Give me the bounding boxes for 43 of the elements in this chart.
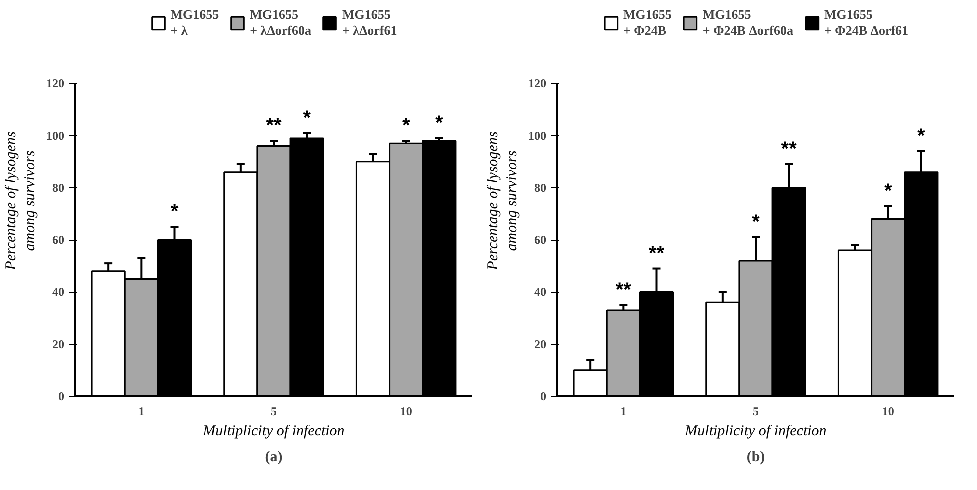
- data-label: **: [266, 115, 282, 138]
- data-label: *: [918, 126, 926, 148]
- y-tick-label: 120: [46, 76, 64, 91]
- y-axis-title: Percentage of lysogens among survivors: [485, 132, 520, 272]
- x-tick-label: 10: [882, 404, 894, 418]
- legend-label: MG1655 + λΔorf60a: [250, 7, 312, 39]
- y-tick-label: 40: [534, 285, 546, 300]
- y-tick-label: 60: [52, 233, 64, 248]
- legend-label: MG1655 + λ: [170, 7, 220, 39]
- y-tick-label: 120: [528, 76, 546, 91]
- data-label: *: [402, 115, 410, 138]
- y-tick-label: 80: [534, 180, 546, 195]
- legend-label: MG1655 + Φ24B: [623, 7, 672, 39]
- data-label: **: [616, 279, 632, 302]
- data-label: *: [170, 201, 179, 224]
- text: (a): [265, 450, 283, 466]
- legend-label: MG1655 + Φ24B Δorf61: [824, 7, 909, 39]
- legend-label: MG1655 + λΔorf61: [342, 7, 398, 39]
- y-axis-title: Percentage of lysogens among survivors: [3, 132, 38, 272]
- x-tick-label: 5: [753, 404, 759, 418]
- y-tick-label: 20: [52, 337, 64, 352]
- y-tick-label: 20: [534, 337, 546, 352]
- y-tick-label: 0: [58, 390, 64, 404]
- x-axis-title: Multiplicity of infection: [202, 424, 345, 440]
- y-tick-label: 40: [52, 285, 64, 300]
- y-tick-label: 100: [528, 128, 546, 143]
- legend-label: MG1655 + Φ24B Δorf60a: [702, 7, 794, 39]
- data-label: *: [752, 212, 760, 234]
- y-tick-label: 80: [52, 180, 64, 195]
- x-axis-title: Multiplicity of infection: [684, 424, 827, 440]
- data-label: **: [781, 138, 798, 161]
- data-label: *: [884, 180, 892, 202]
- text: (b): [746, 450, 766, 466]
- x-tick-label: 1: [620, 404, 627, 418]
- y-tick-label: 60: [534, 233, 546, 248]
- data-label: *: [303, 107, 312, 130]
- x-tick-label: 5: [271, 404, 277, 418]
- data-label: **: [648, 242, 665, 265]
- data-label: *: [436, 112, 444, 135]
- x-tick-label: 10: [400, 404, 412, 418]
- y-tick-label: 100: [46, 128, 64, 143]
- y-tick-label: 0: [540, 390, 546, 404]
- x-tick-label: 1: [138, 404, 145, 418]
